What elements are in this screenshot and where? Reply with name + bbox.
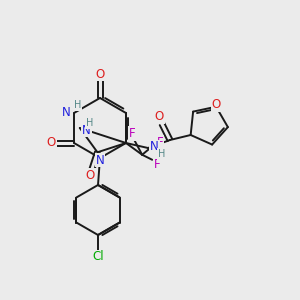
Text: O: O [95, 68, 105, 80]
Text: F: F [129, 127, 136, 140]
Text: H: H [158, 149, 165, 159]
Text: O: O [46, 136, 56, 149]
Text: H: H [86, 118, 94, 128]
Text: N: N [96, 154, 104, 166]
Text: F: F [154, 158, 160, 171]
Text: O: O [85, 169, 95, 182]
Text: O: O [212, 98, 221, 111]
Text: O: O [154, 110, 164, 124]
Text: N: N [62, 106, 71, 119]
Text: Cl: Cl [92, 250, 104, 263]
Text: N: N [82, 124, 91, 136]
Text: F: F [157, 136, 164, 149]
Text: H: H [74, 100, 82, 110]
Text: N: N [150, 140, 159, 154]
